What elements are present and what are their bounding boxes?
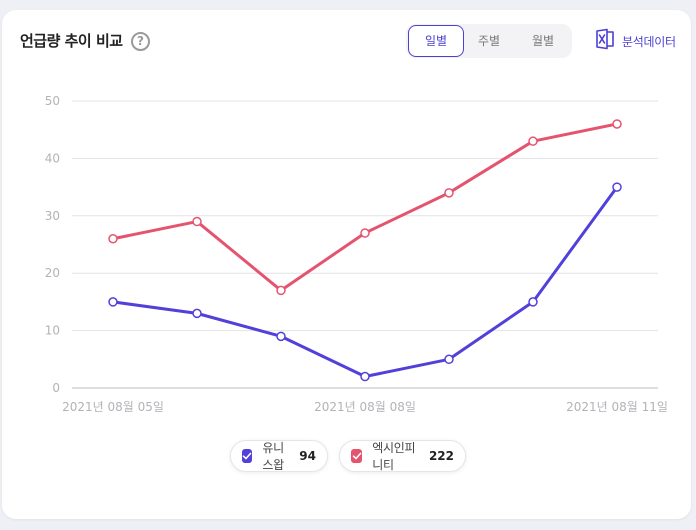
excel-icon: [594, 28, 616, 54]
legend-series-total: 222: [428, 449, 454, 463]
legend-series-name: 유니스왑: [262, 441, 284, 472]
chart-card: [2, 10, 691, 519]
data-point: [108, 297, 118, 307]
checkbox-checked-icon: [351, 449, 363, 463]
data-point: [192, 216, 202, 227]
data-point: [360, 228, 370, 238]
y-tick-label: 10: [45, 324, 60, 338]
tab-weekly[interactable]: 주별: [477, 34, 501, 48]
help-icon[interactable]: ?: [131, 32, 150, 51]
y-tick-label: 50: [45, 94, 60, 108]
data-point: [528, 136, 538, 146]
x-tick-label: 2021년 08월 11일: [566, 400, 668, 414]
export-label: 분석데이터: [622, 34, 676, 49]
legend-series-total: 94: [299, 449, 316, 463]
series-line-2: [111, 122, 619, 292]
y-tick-label: 20: [45, 266, 60, 280]
data-point: [360, 371, 370, 382]
tab-monthly[interactable]: 월별: [531, 34, 555, 48]
x-tick-label: 2021년 08월 05일: [62, 400, 164, 414]
export-data-button[interactable]: 분석데이터: [594, 28, 676, 54]
legend-series-name: 엑시인피니티: [372, 441, 416, 472]
period-toggle: 일별 주별 월별: [406, 24, 572, 58]
checkbox-checked-icon: [242, 449, 253, 463]
legend-item-series-2[interactable]: 엑시인피니티 222: [339, 440, 466, 472]
y-tick-label: 30: [45, 209, 60, 223]
tab-daily[interactable]: 일별: [408, 25, 464, 57]
data-point: [276, 331, 286, 342]
card-title: 언급량 추이 비교: [20, 32, 123, 50]
y-tick-label: 0: [52, 381, 60, 395]
legend-item-series-1[interactable]: 유니스왑 94: [230, 440, 328, 472]
data-point: [108, 234, 118, 244]
x-tick-label: 2021년 08월 08일: [314, 400, 416, 414]
data-point: [444, 188, 454, 198]
y-tick-label: 40: [45, 151, 60, 165]
data-point: [612, 182, 622, 192]
data-point: [612, 119, 622, 129]
data-point: [528, 297, 538, 307]
data-point: [192, 308, 202, 319]
data-point: [444, 354, 454, 365]
data-point: [276, 285, 286, 296]
